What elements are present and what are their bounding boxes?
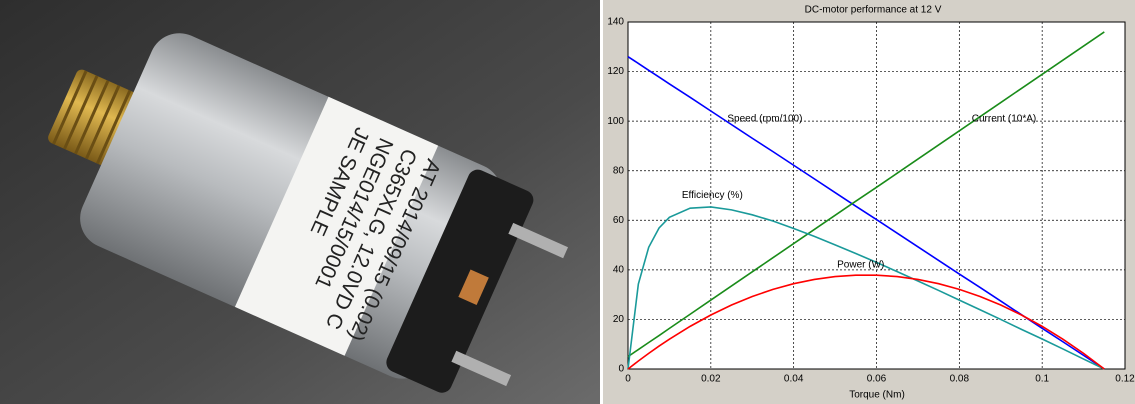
x-tick-label: 0 xyxy=(625,374,631,385)
x-tick-label: 0.04 xyxy=(784,374,804,385)
series-label: Current (10*A) xyxy=(972,113,1036,124)
x-tick-label: 0.12 xyxy=(1115,374,1135,385)
x-tick-label: 0.06 xyxy=(867,374,887,385)
x-axis-label: Torque (Nm) xyxy=(849,390,905,401)
series-label: Efficiency (%) xyxy=(682,190,743,201)
series-label: Power (W) xyxy=(837,260,884,271)
y-tick-label: 60 xyxy=(613,215,625,226)
y-tick-label: 120 xyxy=(607,66,624,77)
y-tick-label: 140 xyxy=(607,17,624,28)
y-tick-label: 0 xyxy=(618,364,624,375)
chart-title: DC-motor performance at 12 V xyxy=(805,5,942,16)
y-tick-label: 20 xyxy=(613,314,625,325)
y-tick-label: 40 xyxy=(613,264,625,275)
y-tick-label: 80 xyxy=(613,165,625,176)
page: JE SAMPLENGE014/15/0001C365XLG, 12.0VD C… xyxy=(0,0,1135,404)
chart: DC-motor performance at 12 V Torque (Nm)… xyxy=(603,0,1135,404)
x-tick-label: 0.08 xyxy=(950,374,970,385)
series-label: Speed (rpm/100) xyxy=(727,113,802,124)
y-tick-label: 100 xyxy=(607,116,624,127)
x-tick-label: 0.1 xyxy=(1035,374,1049,385)
x-tick-label: 0.02 xyxy=(701,374,721,385)
